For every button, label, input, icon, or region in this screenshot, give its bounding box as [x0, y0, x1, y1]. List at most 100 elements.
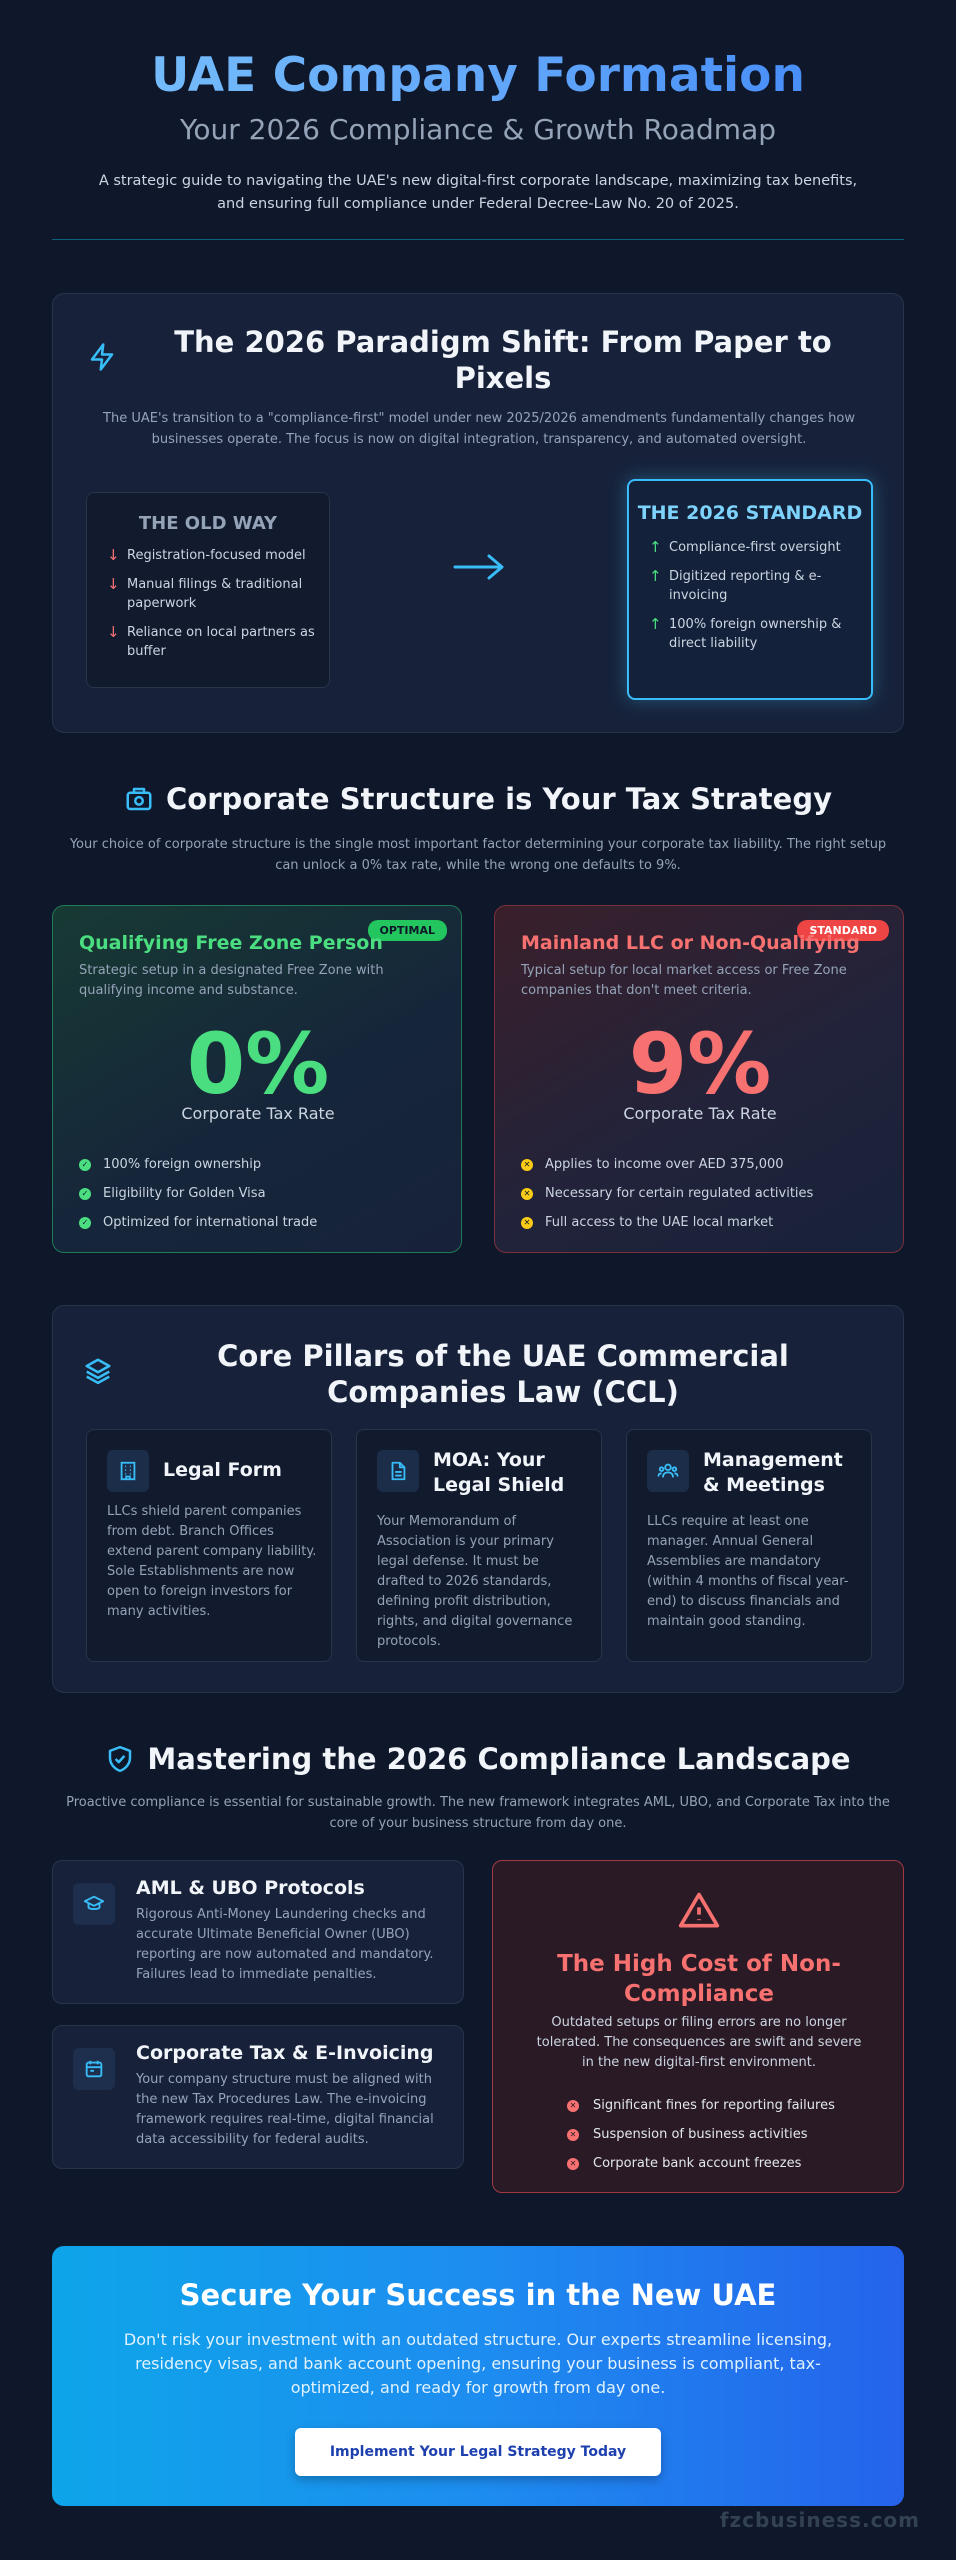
check-icon: ✓ [79, 1158, 91, 1171]
calendar-icon [73, 2048, 115, 2090]
users-icon [647, 1450, 689, 1492]
x-circle-icon: ✕ [567, 2157, 579, 2170]
paradigm-title: The 2026 Paradigm Shift: From Paper to P… [174, 325, 832, 395]
list-item: ↑ 100% foreign ownership & direct liabili… [649, 615, 842, 651]
cta-title: Secure Your Success in the New UAE [179, 2278, 777, 2312]
old-way-card: THE OLD WAY ↓ Registration-focused model … [86, 492, 330, 688]
list-item: ↓ Manual filings & traditional paperwork [107, 575, 303, 611]
warning-triangle-icon [678, 1892, 720, 1928]
compliance-title: Mastering the 2026 Compliance Landscape [105, 1742, 851, 1776]
cta-description: Don't risk your investment with an outda… [123, 2330, 833, 2397]
tax-title: Corporate Tax & E-Invoicing [136, 2042, 434, 2064]
mainland-rate: 9% [628, 1015, 772, 1113]
old-way-list: ↓ Registration-focused model ↓ Manual fili… [87, 546, 329, 661]
standard-badge: STANDARD [797, 920, 889, 941]
list-item: ✕ Necessary for certain regulated activit… [521, 1179, 813, 1208]
tax-einvoicing-card: Corporate Tax & E-Invoicing Your company… [52, 2025, 464, 2169]
warning-dot-icon: ✕ [521, 1216, 533, 1229]
list-item: ✓ Eligibility for Golden Visa [79, 1179, 317, 1208]
non-compliance-title: The High Cost of Non-Compliance [557, 1951, 841, 2007]
free-zone-title: Qualifying Free Zone Person [79, 932, 383, 954]
paradigm-shift-section: The 2026 Paradigm Shift: From Paper to P… [52, 293, 904, 733]
tax-description: Your company structure must be aligned w… [136, 2072, 434, 2147]
list-item: ✕ Suspension of business activities [567, 2120, 835, 2149]
optimal-badge: OPTIMAL [367, 920, 447, 941]
aml-ubo-card: AML & UBO Protocols Rigorous Anti-Money … [52, 1860, 464, 2004]
pillar-description: LLCs require at least one manager. Annua… [647, 1514, 849, 1629]
arrow-down-icon: ↓ [107, 546, 120, 564]
implement-strategy-button[interactable]: Implement Your Legal Strategy Today [295, 2428, 661, 2476]
list-item: ✕ Corporate bank account freezes [567, 2149, 835, 2178]
warning-dot-icon: ✕ [521, 1158, 533, 1171]
list-item: ✕ Applies to income over AED 375,000 [521, 1150, 813, 1179]
list-item: ↓ Reliance on local partners as buffer [107, 623, 315, 659]
pillar-description: Your Memorandum of Association is your p… [377, 1514, 573, 1649]
ccl-pillars-section: Core Pillars of the UAE Commercial Compa… [52, 1305, 904, 1693]
new-standard-list: ↑ Compliance-first oversight ↑ Digitized r… [629, 538, 871, 653]
graduation-cap-icon [73, 1883, 115, 1925]
free-zone-rate-label: Corporate Tax Rate [181, 1104, 335, 1123]
mainland-title: Mainland LLC or Non-Qualifying [521, 932, 860, 954]
arrow-up-icon: ↑ [649, 567, 662, 585]
watermark: fzcbusiness.com [719, 2508, 920, 2532]
free-zone-card: OPTIMAL Qualifying Free Zone Person Stra… [52, 905, 462, 1253]
list-item: ✕ Full access to the UAE local market [521, 1208, 813, 1237]
non-compliance-card: The High Cost of Non-Compliance Outdated… [492, 1860, 904, 2193]
list-item: ✕ Significant fines for reporting failure… [567, 2091, 835, 2120]
office-building-icon [107, 1450, 149, 1492]
check-icon: ✓ [79, 1216, 91, 1229]
mainland-description: Typical setup for local market access or… [521, 963, 847, 998]
layers-icon [85, 1358, 111, 1385]
compliance-description: Proactive compliance is essential for su… [66, 1795, 890, 1831]
lightning-icon [90, 343, 114, 371]
non-compliance-description: Outdated setups or filing errors are no … [536, 2015, 862, 2070]
arrow-up-icon: ↑ [649, 538, 662, 556]
check-icon: ✓ [79, 1187, 91, 1200]
building-icon [126, 787, 152, 811]
structure-description: Your choice of corporate structure is th… [69, 837, 887, 873]
new-standard-title: THE 2026 STANDARD [637, 502, 863, 524]
pillar-title: Management & Meetings [703, 1449, 843, 1496]
shield-check-icon [109, 1745, 132, 1773]
structure-title: Corporate Structure is Your Tax Strategy [124, 782, 832, 816]
aml-title: AML & UBO Protocols [136, 1877, 365, 1899]
pillar-title: Legal Form [163, 1459, 282, 1481]
arrow-up-icon: ↑ [649, 615, 662, 633]
free-zone-description: Strategic setup in a designated Free Zon… [79, 963, 384, 998]
old-way-title: THE OLD WAY [138, 513, 278, 534]
arrow-down-icon: ↓ [107, 575, 120, 593]
free-zone-list: ✓ 100% foreign ownership ✓ Eligibility for… [79, 1150, 317, 1237]
x-circle-icon: ✕ [567, 2099, 579, 2112]
arrow-down-icon: ↓ [107, 623, 120, 641]
pillar-description: LLCs shield parent companies from debt. … [107, 1504, 317, 1619]
pillar-card-legal-form: Legal Form LLCs shield parent companies … [86, 1429, 332, 1662]
header: UAE Company Formation Your 2026 Complian… [0, 44, 956, 216]
page-subtitle: Your 2026 Compliance & Growth Roadmap [180, 113, 776, 146]
mainland-rate-label: Corporate Tax Rate [623, 1104, 777, 1123]
structure-header: Corporate Structure is Your Tax Strategy… [0, 782, 956, 876]
pillar-card-moa: MOA: Your Legal Shield Your Memorandum o… [356, 1429, 602, 1662]
header-divider [52, 239, 904, 240]
warning-dot-icon: ✕ [521, 1187, 533, 1200]
list-item: ↑ Compliance-first oversight [649, 538, 841, 556]
compliance-header: Mastering the 2026 Compliance Landscape … [0, 1742, 956, 1834]
document-icon [377, 1450, 419, 1492]
mainland-card: STANDARD Mainland LLC or Non-Qualifying … [494, 905, 904, 1253]
page-intro: A strategic guide to navigating the UAE'… [98, 173, 858, 212]
list-item: ✓ Optimized for international trade [79, 1208, 317, 1237]
paradigm-description: The UAE's transition to a "compliance-fi… [103, 411, 855, 447]
new-standard-card: THE 2026 STANDARD ↑ Compliance-first over… [627, 479, 873, 700]
list-item: ↓ Registration-focused model [107, 546, 306, 564]
page-title: UAE Company Formation [0, 44, 956, 108]
cta-banner: Secure Your Success in the New UAE Don't… [52, 2246, 904, 2506]
x-circle-icon: ✕ [567, 2128, 579, 2141]
aml-description: Rigorous Anti-Money Laundering checks an… [136, 1907, 434, 1982]
non-compliance-list: ✕ Significant fines for reporting failure… [567, 2091, 835, 2178]
pillar-title: MOA: Your Legal Shield [433, 1449, 565, 1496]
free-zone-rate: 0% [186, 1015, 330, 1113]
pillars-title: Core Pillars of the UAE Commercial Compa… [217, 1339, 789, 1409]
list-item: ✓ 100% foreign ownership [79, 1150, 317, 1179]
pillar-card-management: Management & Meetings LLCs require at le… [626, 1429, 872, 1662]
arrow-right-icon [453, 554, 504, 580]
